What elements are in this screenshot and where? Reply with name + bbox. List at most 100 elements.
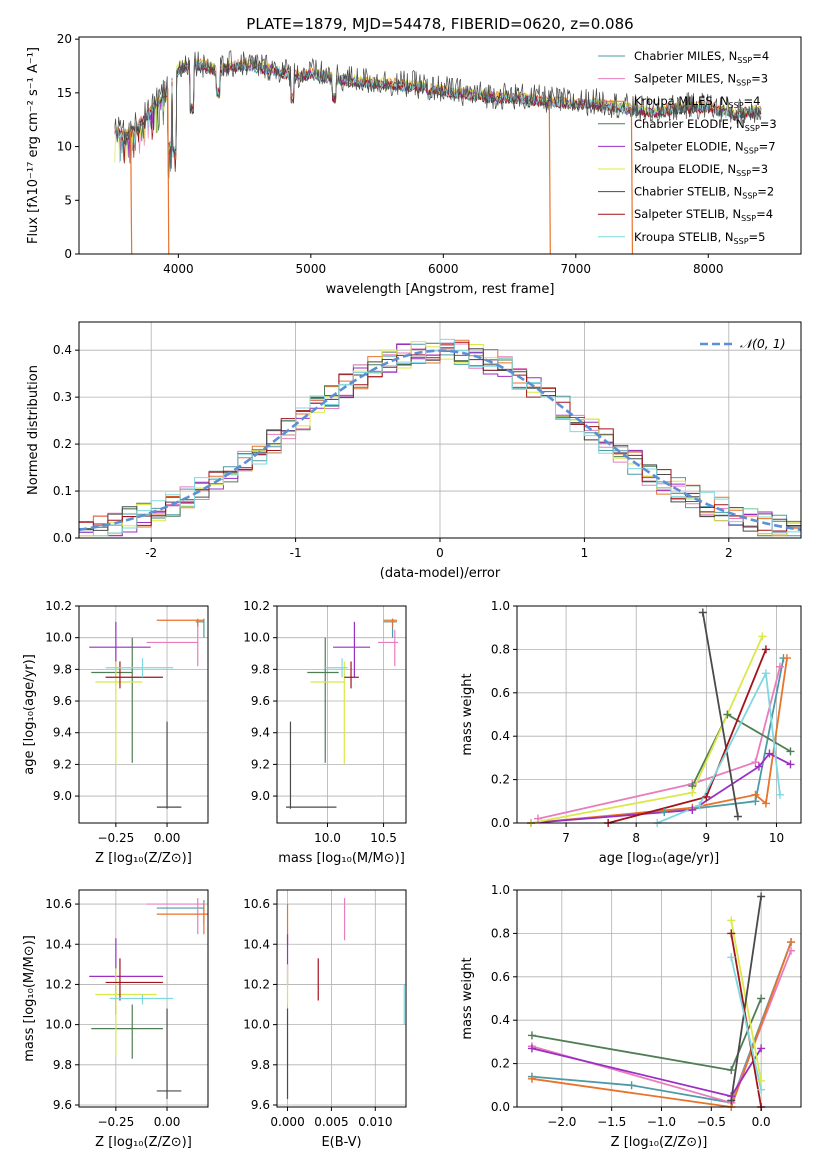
x-tick-label: 2 bbox=[725, 546, 733, 560]
y-tick-label: 1.0 bbox=[491, 883, 510, 897]
x-tick-label: 0.005 bbox=[314, 1115, 348, 1129]
x-tick-label: −1.0 bbox=[647, 1115, 676, 1129]
legend-suffix: =7 bbox=[759, 139, 776, 153]
spectrum-glitch bbox=[167, 88, 170, 254]
x-axis-label: mass [log₁₀(M/M⊙)] bbox=[278, 851, 405, 866]
x-tick-label: 8000 bbox=[693, 262, 724, 276]
plot-area bbox=[114, 50, 762, 254]
legend-suffix: =3 bbox=[760, 117, 777, 131]
x-axis-label: Z [log₁₀(Z/Z⊙)] bbox=[611, 1135, 708, 1150]
spectrum-glitch bbox=[630, 109, 634, 254]
weight-marker-chabrier_elodie bbox=[757, 994, 766, 1003]
age-vs-mass-panel: 10.0 10.5 9.0 9.2 9.4 9.6 9.8 10.0 10.2 mass [log… bbox=[243, 599, 407, 866]
y-tick-label: 10 bbox=[57, 140, 72, 154]
weight-marker-chabrier_stelib bbox=[727, 1096, 736, 1105]
x-axis-label: Z [log₁₀(Z/Z⊙)] bbox=[95, 851, 192, 866]
axes-frame bbox=[276, 605, 407, 824]
y-tick-label: 9.6 bbox=[251, 694, 270, 708]
x-tick-label: −1.5 bbox=[597, 1115, 626, 1129]
x-tick-label: 4000 bbox=[163, 262, 194, 276]
weight-marker-kroupa_miles bbox=[782, 654, 791, 663]
plot-area bbox=[530, 612, 791, 823]
plot-area bbox=[79, 338, 801, 537]
weight-marker-chabrier_stelib bbox=[757, 892, 766, 901]
y-tick-label: 5 bbox=[64, 193, 72, 207]
x-axis-label: (data-model)/error bbox=[380, 566, 501, 581]
y-tick-label: 9.2 bbox=[251, 757, 270, 771]
y-tick-label: 10.2 bbox=[45, 977, 72, 991]
legend-suffix: =5 bbox=[749, 230, 766, 244]
y-tick-label: 9.0 bbox=[251, 789, 270, 803]
x-tick-label: 7 bbox=[562, 831, 570, 845]
x-axis-label: E(B-V) bbox=[321, 1135, 361, 1150]
weight-series-kroupa_stelib bbox=[656, 670, 781, 823]
weight-marker-salpeter_miles bbox=[751, 758, 760, 767]
x-tick-label: 10 bbox=[769, 831, 784, 845]
x-tick-label: −2.0 bbox=[547, 1115, 576, 1129]
x-tick-label: 1 bbox=[581, 546, 589, 560]
legend-subscript: SSP bbox=[741, 214, 756, 223]
legend-suffix: =4 bbox=[752, 49, 769, 63]
spectrum-panel: 4000 5000 6000 7000 8000 0 5 10 15 20 wavelength [… bbox=[26, 32, 802, 297]
mass-vs-ebv-panel: 0.000 0.005 0.010 9.6 9.8 10.0 10.2 10.4 10.6 E(B… bbox=[243, 889, 407, 1150]
y-axis-label: mass [log₁₀(M/M⊙)] bbox=[22, 935, 37, 1062]
figure-title: PLATE=1879, MJD=54478, FIBERID=0620, z=0… bbox=[246, 15, 633, 33]
legend-suffix: =4 bbox=[756, 207, 773, 221]
legend-subscript: SSP bbox=[737, 56, 752, 65]
weight-series-salpeter_miles bbox=[537, 666, 781, 820]
y-tick-label: 20 bbox=[57, 32, 72, 46]
weight-marker-salpeter_elodie bbox=[757, 1044, 766, 1053]
weight-marker-kroupa_elodie bbox=[688, 788, 697, 797]
y-tick-label: 10.4 bbox=[45, 937, 72, 951]
spectrum-glitch bbox=[548, 101, 551, 254]
y-tick-label: 9.8 bbox=[53, 1058, 72, 1072]
y-tick-label: 9.8 bbox=[251, 662, 270, 676]
x-tick-label: 6000 bbox=[428, 262, 459, 276]
legend-label: Kroupa STELIB, NSSP=5 bbox=[634, 230, 765, 246]
weight-marker-salpeter_elodie bbox=[786, 760, 795, 769]
weight-series-chabrier_stelib bbox=[701, 612, 739, 817]
axes-frame bbox=[78, 605, 209, 824]
weight-marker-kroupa_stelib bbox=[761, 669, 770, 678]
plot-area bbox=[286, 898, 405, 1099]
y-tick-label: 0.2 bbox=[53, 437, 72, 451]
axes-frame bbox=[78, 889, 209, 1108]
weight-marker-chabrier_elodie bbox=[723, 710, 732, 719]
legend-suffix: =4 bbox=[744, 94, 761, 108]
y-tick-label: 9.4 bbox=[251, 726, 270, 740]
weight-marker-chabrier_stelib bbox=[733, 812, 742, 821]
y-tick-label: 0.8 bbox=[491, 642, 510, 656]
y-tick-label: 10.2 bbox=[243, 599, 270, 613]
y-tick-label: 0.6 bbox=[491, 970, 510, 984]
y-tick-label: 9.4 bbox=[53, 726, 72, 740]
y-tick-label: 0.0 bbox=[491, 1100, 510, 1114]
legend-label: Chabrier MILES, NSSP=4 bbox=[634, 49, 769, 65]
y-tick-label: 0.1 bbox=[53, 484, 72, 498]
y-tick-label: 10.0 bbox=[243, 631, 270, 645]
x-tick-label: 0.0 bbox=[752, 1115, 771, 1129]
y-tick-label: 9.6 bbox=[53, 694, 72, 708]
weight-marker-kroupa_stelib bbox=[775, 790, 784, 799]
weight-vs-age-panel: 7 8 9 10 0.0 0.2 0.4 0.6 0.8 1.0 age [log₁₀(age/yr… bbox=[460, 599, 802, 866]
y-tick-label: 1.0 bbox=[491, 599, 510, 613]
y-tick-label: 10.0 bbox=[243, 1018, 270, 1032]
legend-subscript: SSP bbox=[742, 192, 757, 201]
x-tick-label: 0.00 bbox=[154, 1115, 181, 1129]
weight-marker-kroupa_stelib bbox=[695, 801, 704, 810]
y-tick-label: 15 bbox=[57, 86, 72, 100]
y-tick-label: 10.6 bbox=[243, 897, 270, 911]
plot-area bbox=[89, 898, 208, 1099]
legend-label: Salpeter STELIB, NSSP=4 bbox=[634, 207, 773, 223]
weight-marker-chabrier_elodie bbox=[786, 747, 795, 756]
x-tick-label: −0.5 bbox=[697, 1115, 726, 1129]
legend-subscript: SSP bbox=[734, 237, 749, 246]
y-tick-label: 0 bbox=[64, 247, 72, 261]
residuals-panel: -2 -1 0 1 2 0.0 0.1 0.2 0.3 0.4 (data-model)/error… bbox=[26, 321, 802, 581]
legend-label: Salpeter ELODIE, NSSP=7 bbox=[634, 139, 776, 155]
x-tick-label: -1 bbox=[290, 546, 302, 560]
y-tick-label: 0.0 bbox=[53, 531, 72, 545]
y-tick-label: 0.4 bbox=[53, 343, 72, 357]
legend-subscript: SSP bbox=[729, 101, 744, 110]
legend-suffix: =3 bbox=[751, 162, 768, 176]
